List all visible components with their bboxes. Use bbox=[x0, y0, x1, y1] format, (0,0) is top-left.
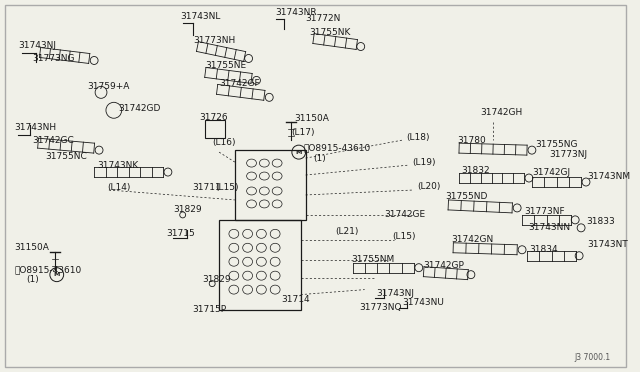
Text: 31773NF: 31773NF bbox=[524, 208, 564, 217]
Text: 31833: 31833 bbox=[586, 217, 615, 227]
Text: 31742GP: 31742GP bbox=[424, 261, 465, 270]
Text: 31743NL: 31743NL bbox=[180, 12, 221, 21]
Text: 31150A: 31150A bbox=[15, 243, 49, 252]
Text: 31743NJ: 31743NJ bbox=[19, 41, 56, 50]
Text: 31743NN: 31743NN bbox=[528, 223, 570, 232]
Text: 31773NJ: 31773NJ bbox=[550, 150, 588, 158]
Text: 31743NR: 31743NR bbox=[275, 8, 317, 17]
Text: 31755NC: 31755NC bbox=[45, 152, 86, 161]
Text: 31714: 31714 bbox=[281, 295, 310, 304]
Text: 31726: 31726 bbox=[200, 113, 228, 122]
Text: 31773NH: 31773NH bbox=[193, 36, 236, 45]
Text: 31755NE: 31755NE bbox=[205, 61, 246, 70]
Text: ⓜO8915-43610: ⓜO8915-43610 bbox=[15, 265, 82, 274]
Text: 31829: 31829 bbox=[202, 275, 231, 284]
Text: 31742GN: 31742GN bbox=[451, 235, 493, 244]
Text: 31150A: 31150A bbox=[294, 114, 329, 123]
Text: (1): (1) bbox=[314, 154, 326, 163]
Text: (L15): (L15) bbox=[215, 183, 239, 192]
Text: 31829: 31829 bbox=[173, 205, 202, 214]
Text: 31755ND: 31755ND bbox=[445, 192, 488, 202]
Text: 31711: 31711 bbox=[193, 183, 221, 192]
Text: M: M bbox=[296, 150, 302, 155]
Text: 31715P: 31715P bbox=[193, 305, 227, 314]
Text: 31755NM: 31755NM bbox=[351, 255, 394, 264]
Text: (L15): (L15) bbox=[392, 232, 416, 241]
Text: (L17): (L17) bbox=[291, 128, 314, 137]
Text: 31832: 31832 bbox=[461, 166, 490, 174]
Text: 31743NT: 31743NT bbox=[587, 240, 628, 249]
Text: (L14): (L14) bbox=[107, 183, 131, 192]
Text: (L16): (L16) bbox=[212, 138, 236, 147]
Text: 31834: 31834 bbox=[529, 245, 557, 254]
Text: 31742GJ: 31742GJ bbox=[532, 167, 570, 177]
Text: 31780: 31780 bbox=[457, 136, 486, 145]
Text: (L20): (L20) bbox=[417, 183, 440, 192]
Text: 31743NK: 31743NK bbox=[97, 161, 138, 170]
Text: 31773NQ: 31773NQ bbox=[360, 303, 403, 312]
Text: 31755NK: 31755NK bbox=[310, 28, 351, 37]
Text: 31742GH: 31742GH bbox=[481, 108, 523, 117]
Text: 31715: 31715 bbox=[166, 229, 195, 238]
Text: (L19): (L19) bbox=[412, 158, 435, 167]
Bar bbox=[205, 120, 225, 138]
Text: 31742GD: 31742GD bbox=[119, 104, 161, 113]
Text: 31743NH: 31743NH bbox=[15, 123, 56, 132]
Text: 31743NM: 31743NM bbox=[587, 171, 630, 180]
Text: 31759+A: 31759+A bbox=[87, 82, 130, 91]
Text: (1): (1) bbox=[26, 275, 39, 284]
Text: 31743NJ: 31743NJ bbox=[376, 289, 415, 298]
Text: 31772N: 31772N bbox=[306, 14, 341, 23]
Text: 31742GC: 31742GC bbox=[32, 136, 74, 145]
Text: 31773NG: 31773NG bbox=[32, 54, 75, 63]
Text: 31755NG: 31755NG bbox=[535, 140, 577, 149]
Text: J3 7000.1: J3 7000.1 bbox=[575, 353, 611, 362]
Text: 31742GF: 31742GF bbox=[219, 79, 260, 88]
Text: 31742GE: 31742GE bbox=[385, 211, 426, 219]
Text: (L21): (L21) bbox=[335, 227, 358, 236]
Text: M: M bbox=[54, 272, 60, 277]
Text: ⓜO8915-43610: ⓜO8915-43610 bbox=[304, 144, 371, 153]
Text: 31743NU: 31743NU bbox=[402, 298, 444, 307]
Text: (L18): (L18) bbox=[406, 133, 429, 142]
